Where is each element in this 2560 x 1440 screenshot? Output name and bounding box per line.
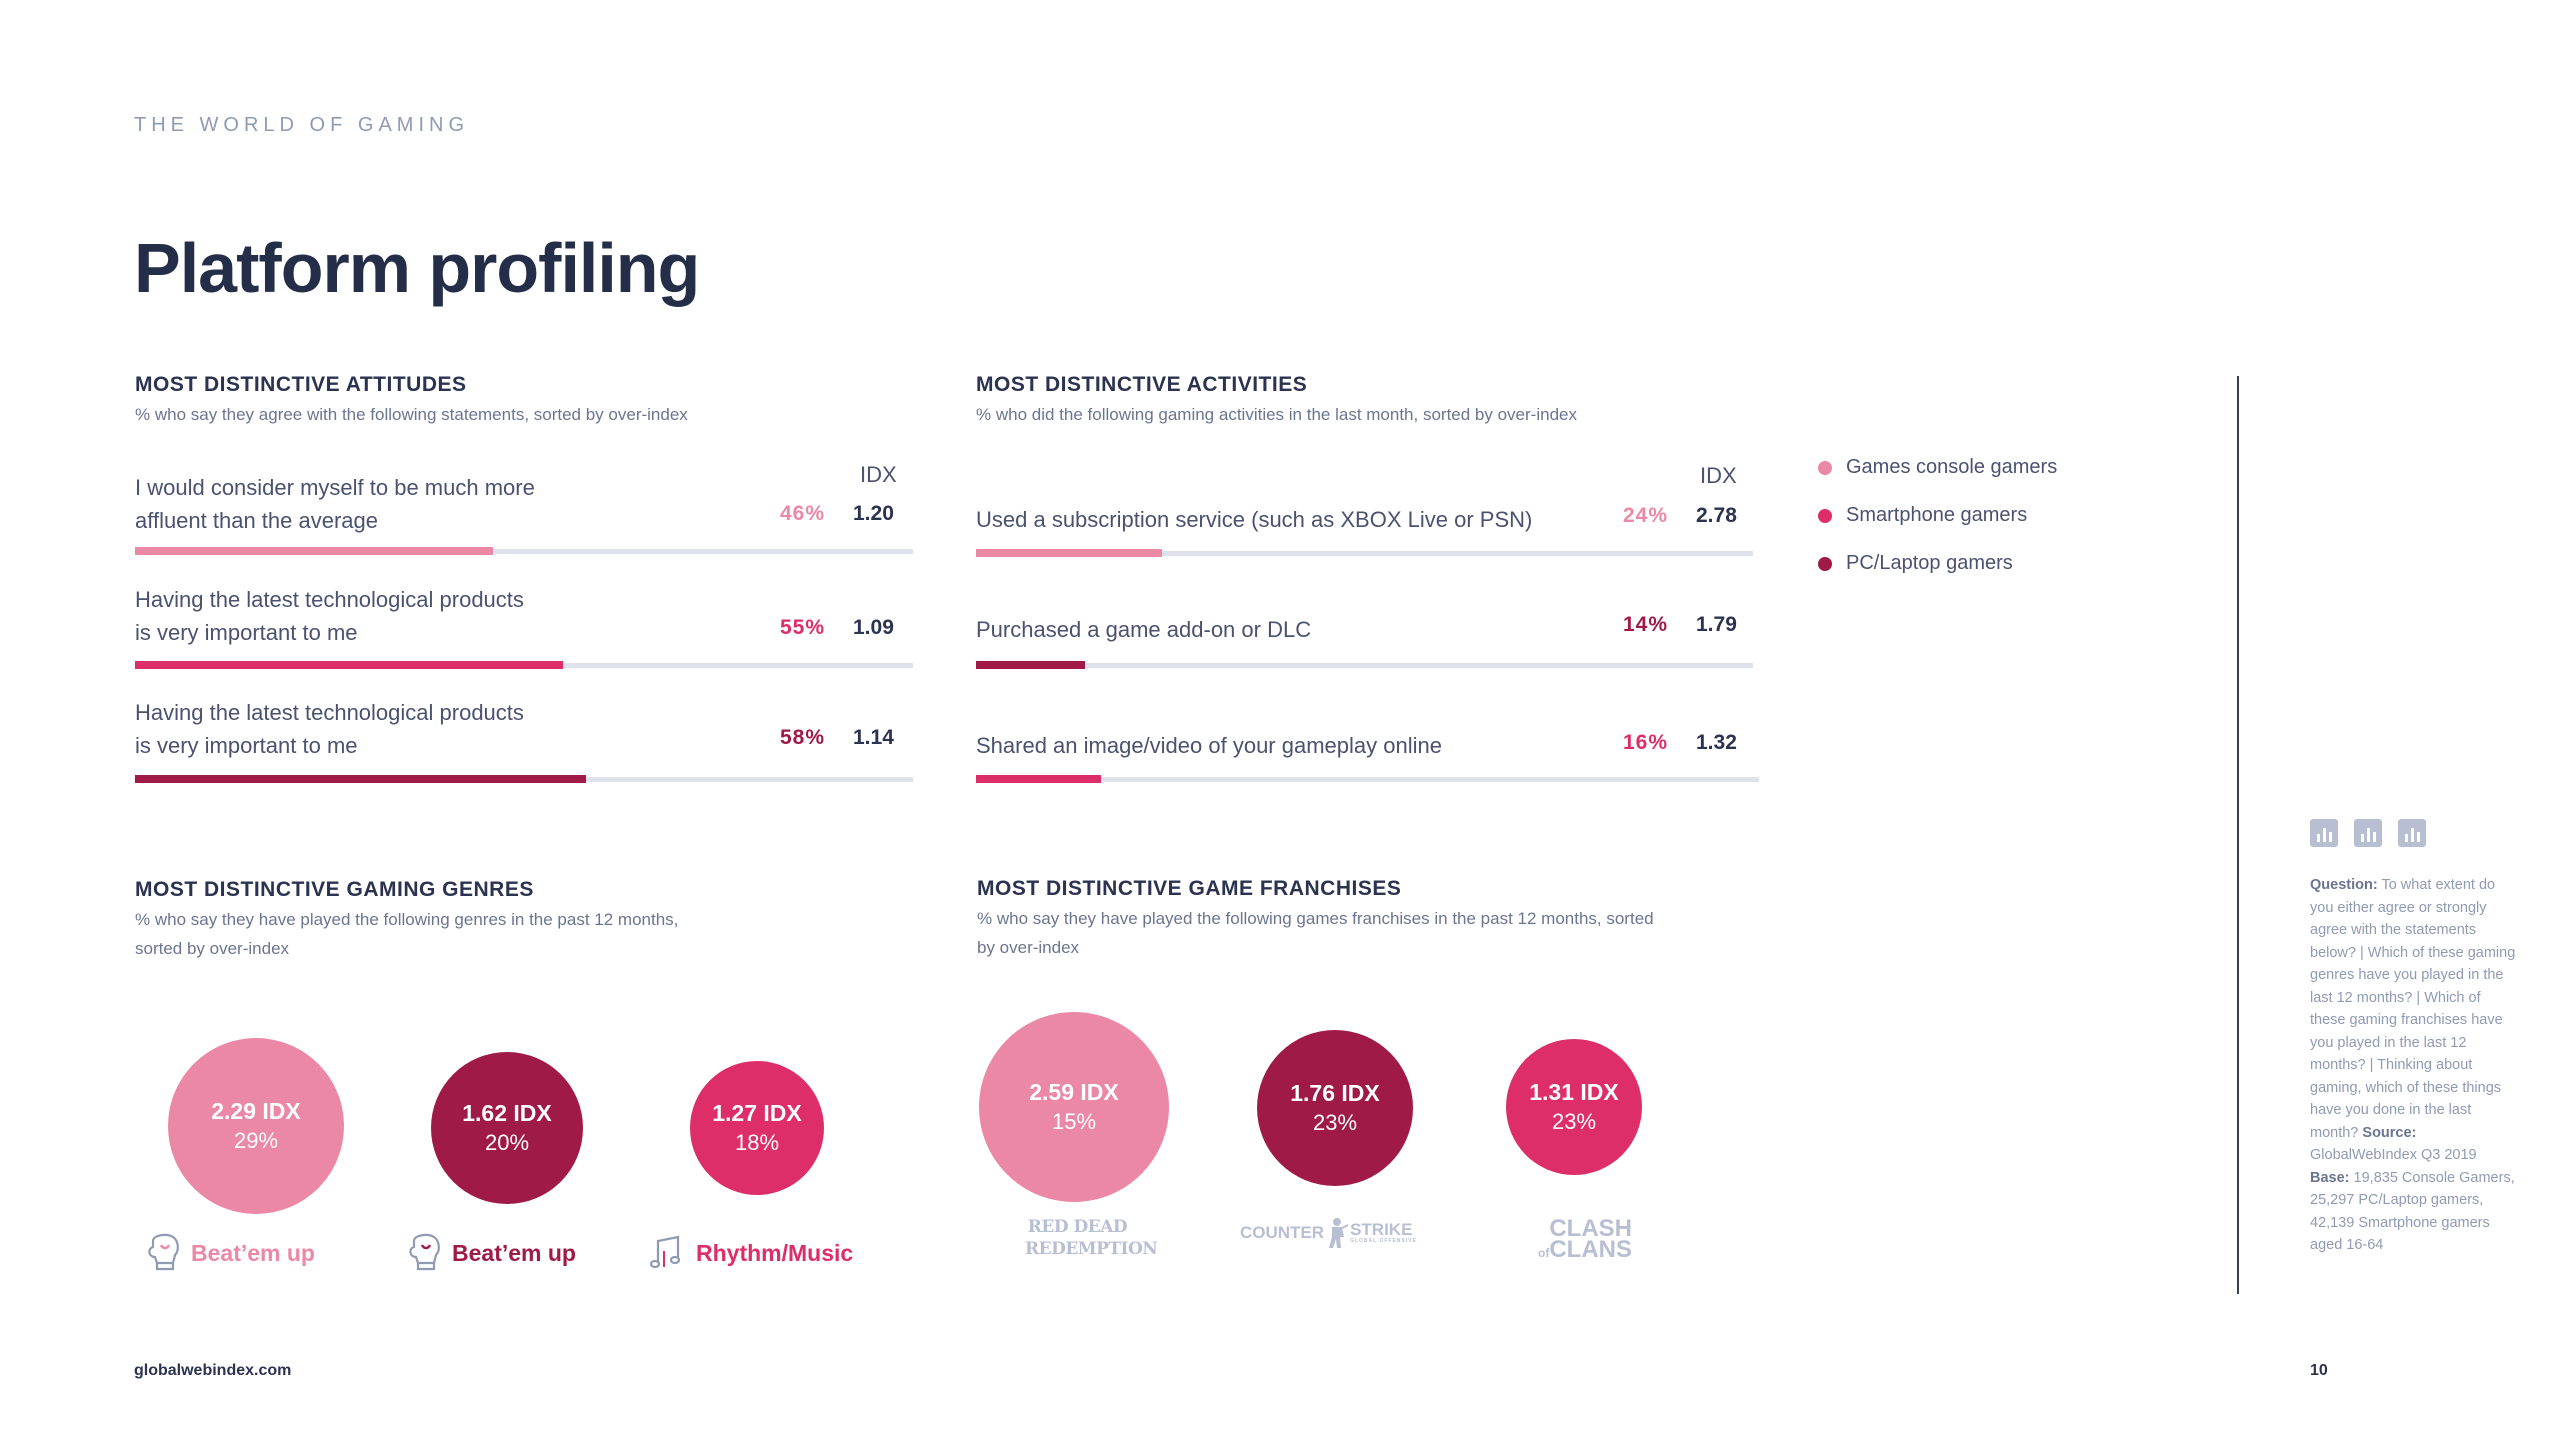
music-notes-icon (649, 1235, 681, 1269)
franchise-idx: 1.76 IDX (1290, 1080, 1380, 1106)
attitude-idx: 1.20 (853, 502, 894, 525)
activity-label: Used a subscription service (such as XBO… (976, 507, 1533, 532)
genres-title: MOST DISTINCTIVE GAMING GENRES (135, 878, 534, 901)
activity-label: Shared an image/video of your gameplay o… (976, 733, 1442, 758)
soldier-silhouette-icon (1329, 1218, 1349, 1248)
attitude-statement: I would consider myself to be much more … (135, 475, 535, 533)
legend-item-pc: PC/Laptop gamers (1818, 552, 2057, 575)
attitude-bar-fill (135, 775, 587, 783)
attitudes-idx-header: IDX (860, 462, 897, 487)
genre-idx: 1.62 IDX (462, 1100, 552, 1126)
activity-bar-fill (976, 661, 1085, 669)
page-title: Platform profiling (134, 229, 700, 307)
bar-chart-icon (2310, 819, 2338, 847)
activity-label: Purchased a game add-on or DLC (976, 617, 1312, 642)
activity-idx: 1.32 (1696, 731, 1737, 754)
methodology-notes: Question: To what extent do you either a… (2310, 877, 2516, 1253)
legend-dot-console (1818, 460, 1832, 475)
attitude-idx: 1.14 (853, 726, 894, 749)
franchise-bubble: 1.76 IDX 23% (1257, 1030, 1413, 1186)
legend-dot-pc (1818, 556, 1832, 571)
counter-strike-logo: COUNTER STRIKE GLOBAL OFFENSIVE (1240, 1217, 1417, 1249)
legend-item-smartphone: Smartphone gamers (1818, 504, 2057, 527)
footer-site-link[interactable]: globalwebindex.com (134, 1362, 292, 1379)
genre-label: Beat’em up (143, 1233, 315, 1273)
bar-chart-icon (2398, 819, 2426, 847)
franchise-pct: 23% (1551, 1109, 1597, 1134)
activity-idx: 1.79 (1696, 613, 1737, 636)
genre-label: Beat’em up (404, 1233, 576, 1273)
attitude-statement: Having the latest technological products… (135, 587, 524, 645)
attitude-statement: Having the latest technological products… (135, 700, 524, 758)
bar-chart-icon (2354, 819, 2382, 847)
activity-bar-fill (976, 775, 1102, 783)
activity-pct: 14% (1623, 613, 1669, 636)
legend: Games console gamers Smartphone gamers P… (1818, 456, 2057, 575)
activity-idx: 2.78 (1696, 504, 1737, 527)
activity-pct: 16% (1623, 731, 1669, 754)
boxing-glove-icon (409, 1233, 440, 1271)
genre-bubble: 1.27 IDX 18% (690, 1061, 824, 1195)
attitudes-title: MOST DISTINCTIVE ATTITUDES (135, 373, 467, 396)
franchise-idx: 1.31 IDX (1529, 1079, 1619, 1105)
attitude-pct: 55% (780, 616, 826, 639)
red-dead-redemption-logo: RED DEAD REDEMPTION (1025, 1217, 1158, 1259)
attitude-bar-fill (135, 661, 563, 669)
genre-pct: 20% (484, 1130, 530, 1155)
legend-item-console: Games console gamers (1818, 456, 2057, 479)
boxing-glove-icon (148, 1233, 179, 1271)
activity-bar-track (976, 775, 1759, 783)
franchise-bubble: 2.59 IDX 15% (979, 1012, 1169, 1202)
attitude-bar-track (135, 775, 913, 783)
attitude-pct: 46% (780, 502, 826, 525)
genre-idx: 1.27 IDX (712, 1100, 802, 1126)
franchise-pct: 15% (1051, 1109, 1097, 1134)
franchise-pct: 23% (1312, 1110, 1358, 1135)
franchise-bubble: 1.31 IDX 23% (1506, 1039, 1642, 1175)
attitude-bar-track (135, 661, 913, 669)
activity-bar-fill (976, 549, 1163, 557)
activity-pct: 24% (1623, 504, 1669, 527)
activities-subtitle: % who did the following gaming activitie… (976, 405, 1577, 424)
activities-idx-header: IDX (1700, 463, 1737, 488)
chart-icons-group (2310, 819, 2426, 847)
attitude-idx: 1.09 (853, 616, 894, 639)
franchises-title: MOST DISTINCTIVE GAME FRANCHISES (977, 877, 1402, 900)
genre-idx: 2.29 IDX (211, 1098, 301, 1124)
legend-dot-smartphone (1818, 508, 1832, 523)
page-number: 10 (2310, 1362, 2328, 1379)
franchises-subtitle: % who say they have played the following… (977, 909, 1654, 957)
eyebrow-label: THE WORLD OF GAMING (134, 114, 469, 136)
genres-subtitle: % who say they have played the following… (135, 910, 679, 958)
attitude-pct: 58% (780, 726, 826, 749)
activity-bar-track (976, 661, 1753, 669)
attitudes-subtitle: % who say they agree with the following … (135, 405, 688, 424)
franchise-idx: 2.59 IDX (1029, 1079, 1119, 1105)
genre-label: Rhythm/Music (648, 1233, 853, 1273)
activities-title: MOST DISTINCTIVE ACTIVITIES (976, 373, 1308, 396)
attitude-bar-track (135, 547, 913, 555)
genre-pct: 29% (233, 1128, 279, 1153)
genre-bubble: 1.62 IDX 20% (431, 1052, 583, 1204)
attitude-bar-fill (135, 547, 493, 555)
vertical-divider (2237, 376, 2239, 1294)
genre-pct: 18% (734, 1130, 780, 1155)
genre-bubble: 2.29 IDX 29% (168, 1038, 344, 1214)
clash-of-clans-logo: CLASH ofCLANS (1538, 1215, 1632, 1263)
activity-bar-track (976, 549, 1753, 557)
